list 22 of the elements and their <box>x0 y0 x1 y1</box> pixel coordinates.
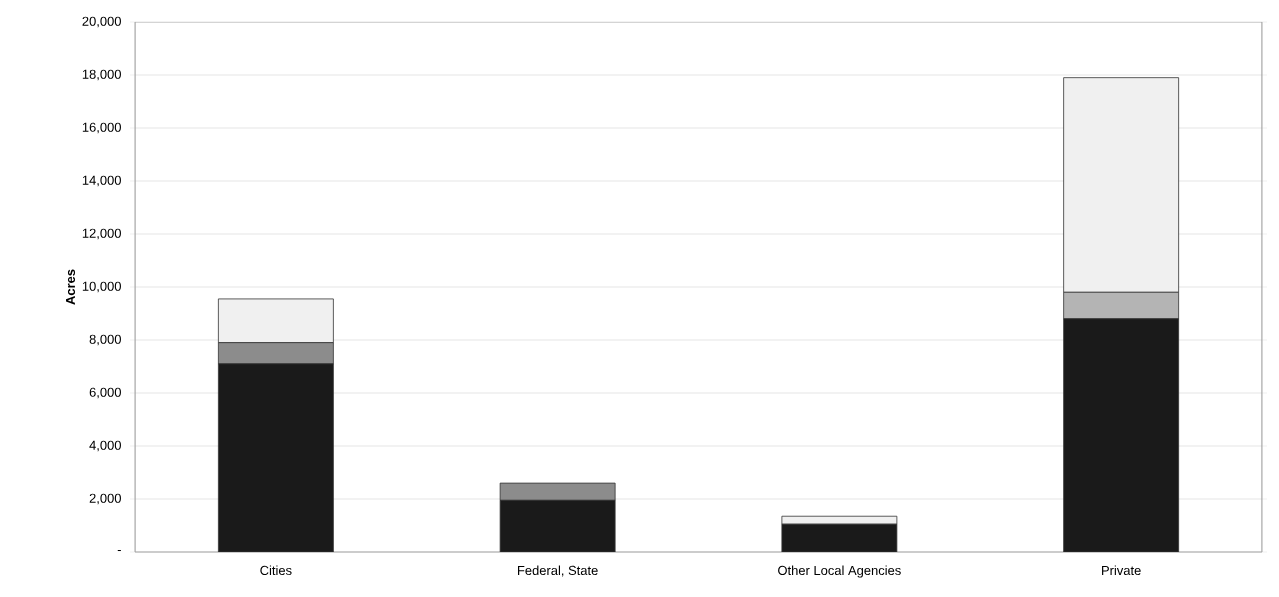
x-tick-label: Private <box>1102 565 1141 576</box>
y-tick-label: 14,000 <box>82 175 121 187</box>
y-tick-label: - <box>117 550 121 552</box>
y-tick-label: 18,000 <box>82 69 121 81</box>
y-tick-label: 12,000 <box>82 228 121 240</box>
y-tick-label: 16,000 <box>82 122 121 134</box>
bar <box>781 523 898 552</box>
x-tick-label: Other Local Agencies <box>778 565 901 578</box>
y-tick-label: 2,000 <box>89 493 121 505</box>
bar <box>499 499 616 552</box>
y-tick-label: 6,000 <box>89 387 121 399</box>
x-tick-label: Cities <box>260 565 292 576</box>
y-tick-label: 4,000 <box>89 440 121 452</box>
x-tick-label: Federal, State <box>518 565 598 577</box>
y-tick-label: 10,000 <box>82 281 121 293</box>
bar <box>1063 318 1180 552</box>
bar <box>217 363 334 552</box>
y-tick-label: 8,000 <box>89 334 121 346</box>
y-axis-title: Acres <box>66 269 76 305</box>
bar <box>781 515 898 525</box>
y-tick-label: 20,000 <box>82 16 121 28</box>
bar <box>499 482 616 501</box>
